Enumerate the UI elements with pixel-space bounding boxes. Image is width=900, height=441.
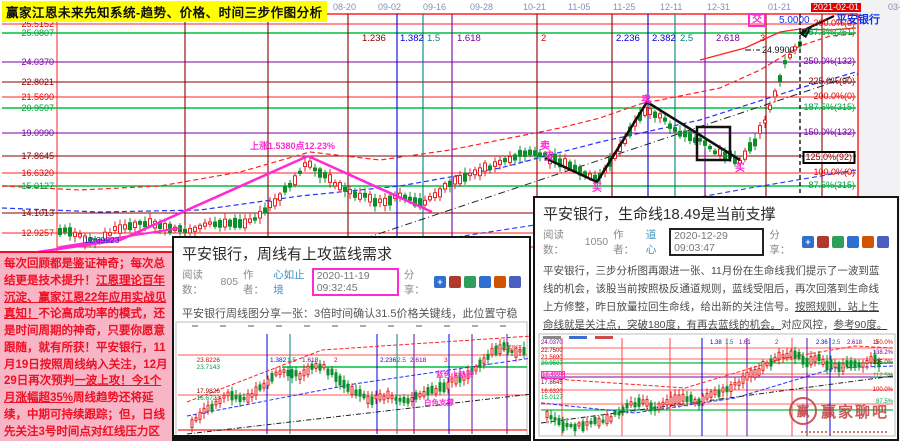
share-icon[interactable]: [464, 276, 477, 288]
share-icon[interactable]: [494, 276, 507, 288]
weekly-mini-chart: [175, 321, 529, 437]
post-datetime: 2020-12-29 09:03:47: [669, 228, 765, 256]
post-title: 平安银行，周线有上攻蓝线需求: [182, 246, 393, 263]
analysis-banner: 赢家江恩未来先知系统-趋势、价格、时间三步作图分析: [2, 1, 327, 22]
commentary-text-1: 每次回顾都是鉴证神奇；每次总结更是技术提升！: [4, 258, 165, 287]
commentary-underline-2: 一波上攻！今1个月涨幅超35%: [4, 375, 162, 405]
post-datetime: 2020-11-19 09:32:45: [311, 268, 399, 296]
share-icon[interactable]: [847, 236, 859, 248]
commentary-text-3: 周线趋势还将延续，中期可持续跟踪；但，日线先关注3号时间点对红线压力区的选择，要…: [4, 392, 165, 438]
author-name: 道心: [645, 229, 657, 256]
post-title: 平安银行，生命线18.49是当前支撑: [543, 206, 776, 223]
seal-icon: 赢: [788, 397, 817, 425]
read-count: 1050: [584, 236, 609, 248]
post-body-text-1: 平安银行，三步分析图再跟进一张、11月份在生命线我们提示了一波到蓝线的机会，该股…: [543, 265, 880, 313]
share-icon[interactable]: [449, 276, 462, 288]
author-label: 作者：: [613, 229, 635, 256]
share-icon[interactable]: +: [434, 276, 447, 288]
share-icon[interactable]: [509, 276, 522, 288]
share-icons: +: [802, 236, 889, 248]
watermark-text: 赢家聊吧: [820, 403, 889, 421]
author-name: 心如止境: [273, 269, 305, 296]
post-window-daily: 平安银行，生命线18.49是当前支撑 阅读数： 1050 作者： 道心 2020-1…: [533, 196, 899, 441]
share-icon[interactable]: [862, 236, 874, 248]
commentary-text-2: 不论高成功率的模式，还是时间周期的神奇，只要你愿意跟随，就有所获！平安银行，11…: [4, 308, 168, 388]
post-body-underline-1: 按照规则，站上生命线就是关注点，突破180度，有再去蓝线的机会。: [543, 300, 879, 331]
share-icon[interactable]: +: [802, 236, 814, 248]
post-body: 平安银行，三步分析图再跟进一张、11月份在生命线我们提示了一波到蓝线的机会，该股…: [543, 263, 889, 334]
commentary-underline-1: 江恩理论百年沉淀、赢家江恩22年应用实战见真知！: [4, 274, 167, 321]
post-body-underline-2: 参考90度。: [833, 318, 888, 331]
post-meta: 阅读数： 1050 作者： 道心 2020-12-29 09:03:47 分享： +: [543, 227, 889, 257]
post-window-weekly: 平安银行，周线有上攻蓝线需求 阅读数： 805 作者： 心如止境 2020-11-1…: [172, 236, 531, 441]
share-icon[interactable]: [817, 236, 829, 248]
screenshot-edge: [174, 435, 529, 439]
watermark-url-line: [801, 431, 887, 433]
share-icon[interactable]: [832, 236, 844, 248]
commentary-panel: 每次回顾都是鉴证神奇；每次总结更是技术提升！江恩理论百年沉淀、赢家江恩22年应用…: [0, 251, 172, 441]
read-count: 805: [220, 276, 239, 288]
read-label: 阅读数：: [182, 269, 203, 296]
share-label: 分享：: [403, 269, 425, 296]
author-label: 作者：: [243, 269, 265, 296]
daily-mini-chart: [538, 333, 896, 437]
share-label: 分享：: [769, 229, 791, 256]
post-meta: 阅读数： 805 作者： 心如止境 2020-11-19 09:32:45 分享： …: [182, 267, 522, 297]
share-icon[interactable]: [479, 276, 492, 288]
share-icons: +: [434, 276, 522, 288]
share-icon[interactable]: [877, 236, 889, 248]
read-label: 阅读数：: [543, 229, 564, 256]
watermark: 赢 赢家聊吧: [788, 397, 889, 425]
post-body-text-2: 对应风控，: [781, 318, 834, 331]
